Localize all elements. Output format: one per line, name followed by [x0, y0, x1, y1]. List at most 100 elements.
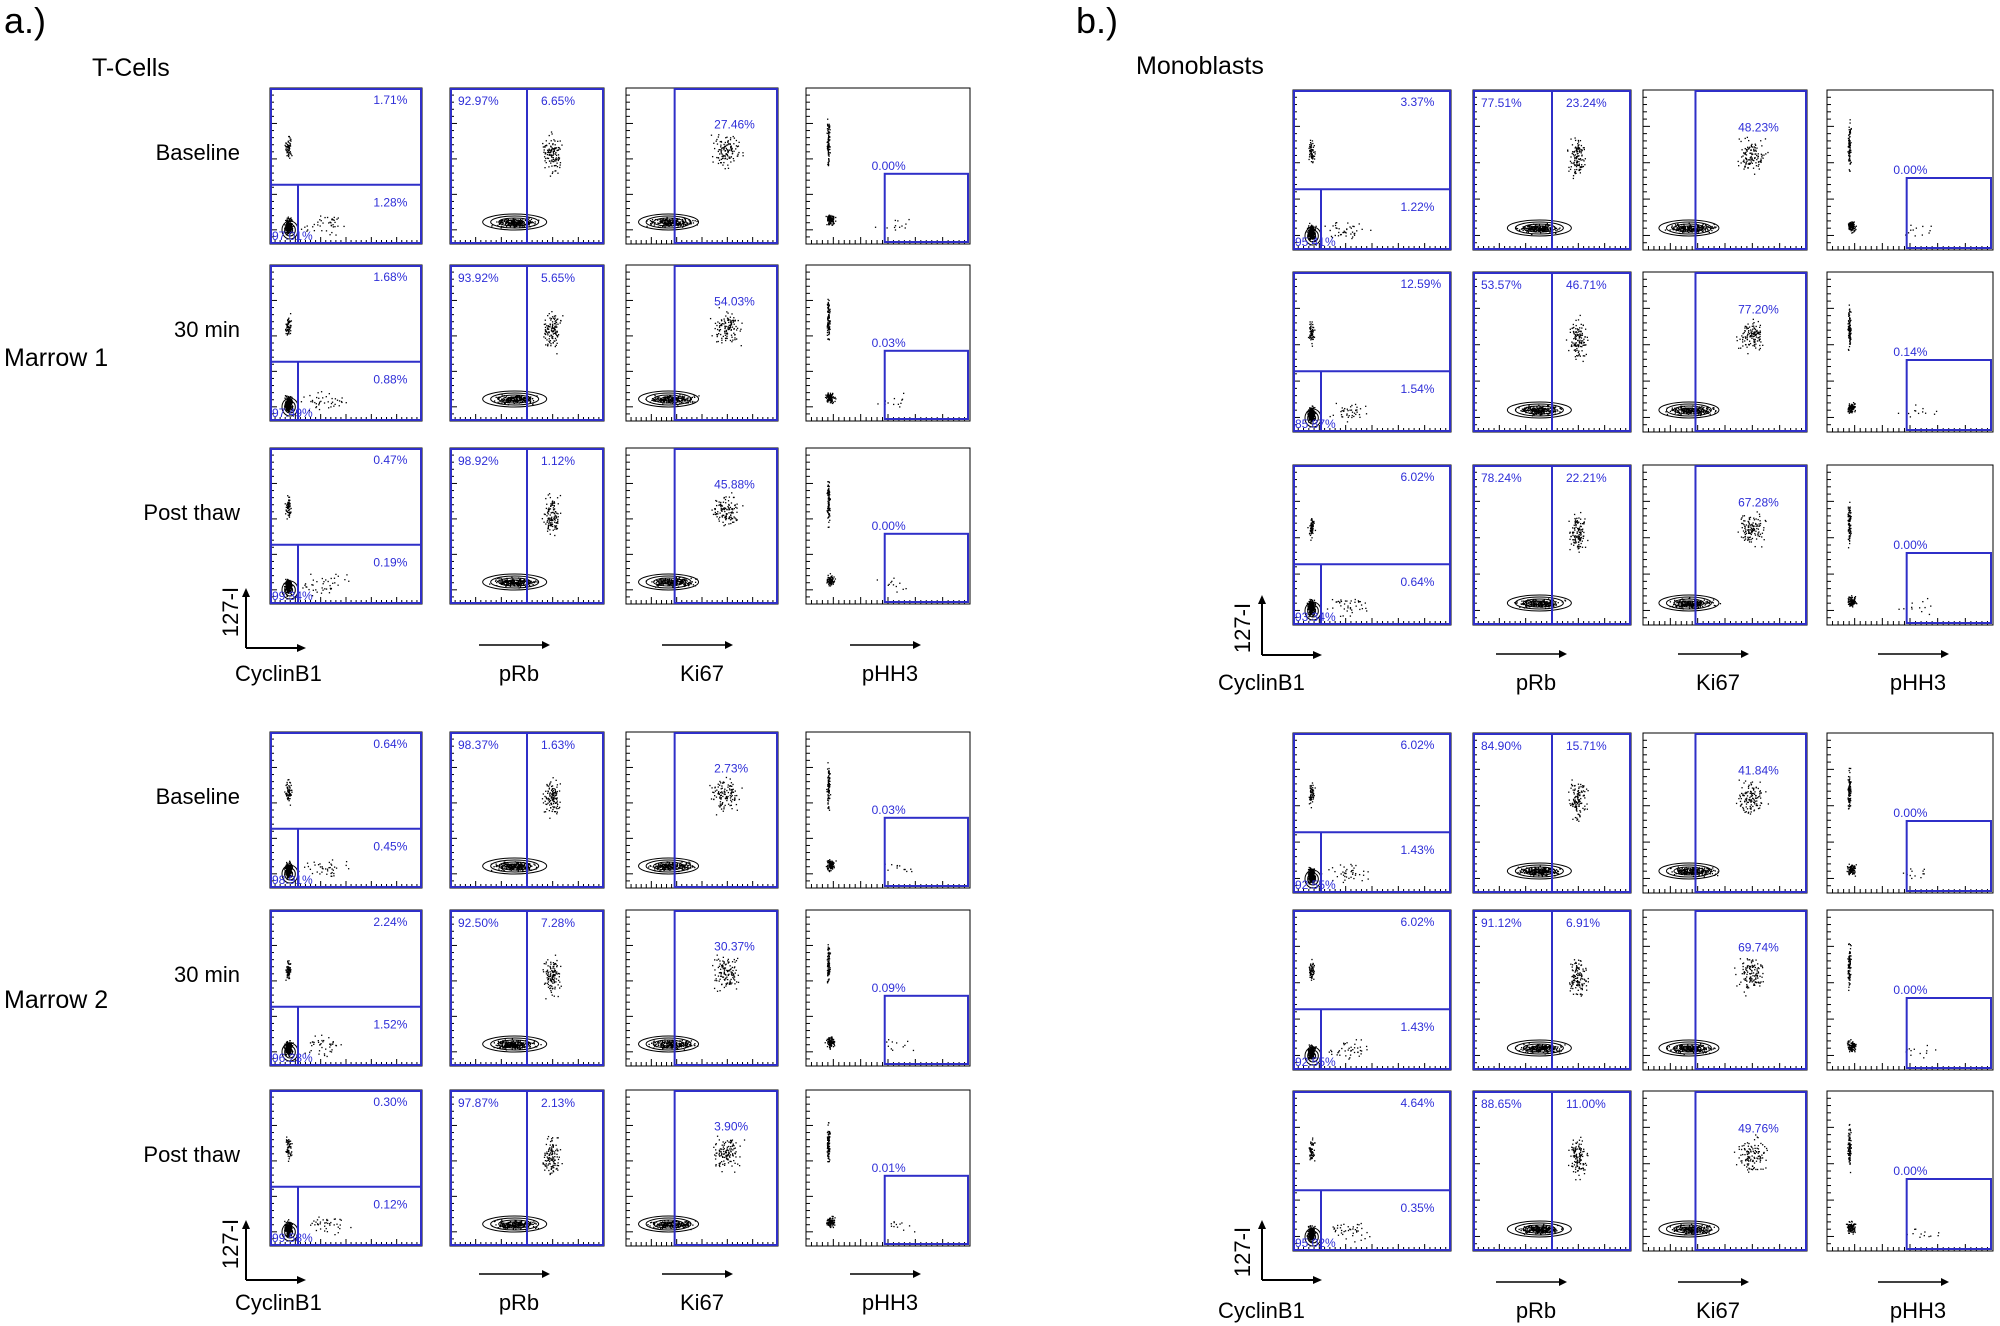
gate-upper [270, 732, 422, 888]
percent-right: 6.91% [1566, 916, 1600, 930]
plot-frame [269, 447, 423, 605]
percent-left: 88.65% [1481, 1097, 1522, 1111]
marker-label-ki67: Ki67 [1696, 670, 1740, 695]
plot-box: 0.03% [805, 731, 971, 889]
percent-right: 1.63% [541, 738, 575, 752]
gate-upper [1293, 910, 1451, 1070]
plot-frame [1642, 271, 1808, 433]
percent-lower-right: 1.28% [373, 196, 407, 210]
row-label: Post thaw [143, 1142, 240, 1167]
gate-box [883, 1174, 969, 1246]
plot-box: 0.03% [805, 264, 971, 422]
plot-quadrant: 1.68% 0.88% 97.49% [269, 264, 423, 422]
x-arrow-head [1313, 1276, 1322, 1284]
percent-box: 0.09% [872, 981, 906, 995]
plot-quadrant: 6.02% 0.64% 93.34% [1292, 464, 1452, 626]
percent-lower-left: 92.55% [1295, 878, 1336, 892]
percent-positive: 49.76% [1738, 1122, 1779, 1136]
percent-right: 1.12% [541, 454, 575, 468]
plot-positive: 30.37% [625, 909, 779, 1067]
marker-arrow-head [1941, 650, 1949, 658]
percent-upper: 12.59% [1400, 277, 1441, 291]
plot-frame [625, 264, 779, 422]
percent-left: 53.57% [1481, 278, 1522, 292]
plot-positive: 41.84% [1642, 732, 1808, 894]
gate-positive [1694, 1091, 1807, 1251]
percent-positive: 69.74% [1738, 941, 1779, 955]
x-arrow-head [297, 1276, 306, 1284]
plot-split: 78.24% 22.21% [1472, 464, 1632, 626]
marker-arrow-head [913, 641, 921, 649]
gate-box [883, 532, 969, 603]
percent-positive: 2.73% [714, 762, 748, 776]
plot-quadrant: 6.02% 1.43% 92.55% [1292, 732, 1452, 894]
percent-right: 7.28% [541, 916, 575, 930]
plot-frame [1292, 732, 1452, 894]
percent-positive: 27.46% [714, 118, 755, 132]
percent-lower-left: 92.55% [1295, 1055, 1336, 1069]
y-axis-label: 127-I [218, 1219, 243, 1269]
percent-left: 92.97% [458, 94, 499, 108]
plot-box: 0.00% [1826, 464, 1994, 626]
gate-upper [1293, 1091, 1451, 1251]
percent-upper: 6.02% [1400, 470, 1434, 484]
marker-label-prb: pRb [499, 661, 539, 686]
gate-box [1905, 177, 1993, 249]
plot-quadrant: 4.64% 0.35% 95.02% [1292, 1090, 1452, 1252]
percent-lower-left: 97.49% [272, 406, 313, 420]
plot-frame [1826, 271, 1994, 433]
percent-box: 0.14% [1893, 345, 1927, 359]
marker-arrow-head [1741, 650, 1749, 658]
gate-box [1905, 552, 1993, 624]
plot-split: 53.57% 46.71% [1472, 271, 1632, 433]
percent-lower-left: 85.87% [1295, 417, 1336, 431]
marker-label-phh3: pHH3 [862, 1290, 918, 1315]
plot-quadrant: 1.71% 1.28% 97.01% [269, 87, 423, 245]
percent-lower-left: 93.34% [1295, 610, 1336, 624]
group-label: Marrow 1 [4, 344, 108, 372]
row-label: 30 min [174, 962, 240, 987]
gate-upper [1293, 272, 1451, 432]
plot-positive: 77.20% [1642, 271, 1808, 433]
marker-arrow-head [1559, 650, 1567, 658]
plot-split: 91.12% 6.91% [1472, 909, 1632, 1071]
marker-arrow-head [1559, 1278, 1567, 1286]
gate-box [883, 994, 969, 1065]
gate-box [1905, 359, 1993, 431]
percent-positive: 41.84% [1738, 764, 1779, 778]
percent-box: 0.00% [1893, 538, 1927, 552]
plot-box: 0.00% [805, 87, 971, 245]
percent-lower-right: 1.43% [1400, 1020, 1434, 1034]
gate-box [883, 816, 969, 887]
gate-positive [1694, 272, 1807, 432]
marker-arrow-head [725, 641, 733, 649]
marker-label-prb: pRb [1516, 670, 1556, 695]
marker-label-ki67: Ki67 [1696, 1298, 1740, 1323]
percent-box: 0.03% [872, 803, 906, 817]
percent-left: 84.90% [1481, 739, 1522, 753]
plot-frame [269, 264, 423, 422]
percent-lower-right: 0.45% [373, 840, 407, 854]
plot-frame [1292, 909, 1452, 1071]
marker-label-cyclinb1: CyclinB1 [1218, 1298, 1305, 1323]
percent-box: 0.00% [1893, 983, 1927, 997]
percent-right: 11.00% [1566, 1097, 1606, 1111]
plot-split: 93.92% 5.65% [449, 264, 605, 422]
plot-split: 97.87% 2.13% [449, 1089, 605, 1247]
marker-label-ki67: Ki67 [680, 1290, 724, 1315]
percent-left: 91.12% [1481, 916, 1522, 930]
percent-lower-right: 1.52% [373, 1018, 407, 1032]
marker-arrow-head [913, 1270, 921, 1278]
plot-frame [1292, 464, 1452, 626]
percent-left: 98.92% [458, 454, 499, 468]
gate-positive [673, 910, 779, 1066]
percent-positive: 48.23% [1738, 121, 1779, 135]
percent-lower-right: 1.43% [1400, 843, 1434, 857]
gate-positive [1694, 910, 1807, 1070]
marker-arrow-head [1741, 1278, 1749, 1286]
percent-lower-right: 0.35% [1400, 1201, 1434, 1215]
plot-box: 0.09% [805, 909, 971, 1067]
x-arrow-head [297, 644, 306, 652]
marker-label-prb: pRb [1516, 1298, 1556, 1323]
